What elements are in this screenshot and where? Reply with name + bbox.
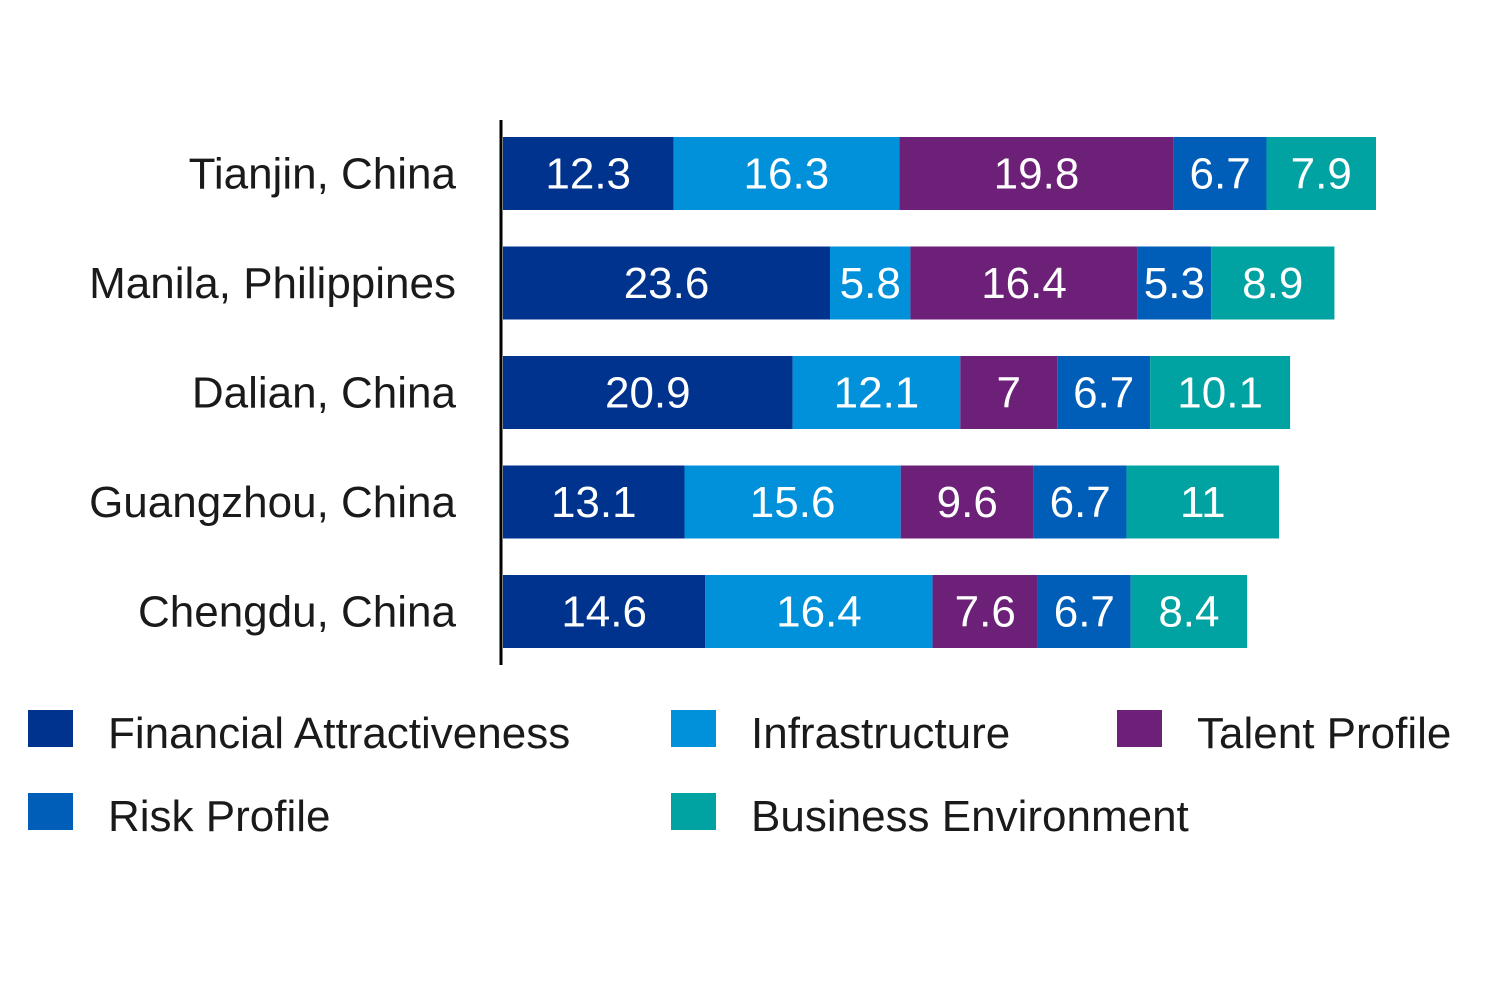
bar-segment <box>503 465 685 539</box>
bar-segment <box>1033 465 1127 539</box>
bar-segment <box>1137 246 1212 320</box>
data-label: 5.3 <box>1144 259 1205 308</box>
bar-segment <box>503 575 706 648</box>
category-label: Manila, Philippines <box>89 259 456 308</box>
legend-label: Talent Profile <box>1197 709 1451 758</box>
bar-segment <box>1266 137 1376 210</box>
data-label: 7.9 <box>1291 150 1352 199</box>
data-label: 12.3 <box>545 150 631 199</box>
legend-label: Business Environment <box>751 792 1189 841</box>
legend-label: Risk Profile <box>108 792 331 841</box>
bar-segment <box>830 246 911 320</box>
bar-segment <box>932 575 1038 648</box>
data-label: 15.6 <box>750 478 836 527</box>
data-label: 6.7 <box>1050 478 1111 527</box>
bar-segment <box>1150 356 1291 429</box>
legend-item: Financial Attractiveness <box>28 709 570 758</box>
bar-segment <box>1037 575 1131 648</box>
legend-item: Talent Profile <box>1117 709 1451 758</box>
bar-segment <box>1173 137 1267 210</box>
data-label: 9.6 <box>937 478 998 527</box>
data-label: 23.6 <box>624 259 710 308</box>
data-label: 14.6 <box>561 588 647 637</box>
bar-group: Dalian, China 20.9 12.1 7 6.7 10.1 <box>192 356 1291 429</box>
data-label: 6.7 <box>1054 588 1115 637</box>
bar-segment <box>899 137 1174 210</box>
legend-item: Infrastructure <box>671 709 1010 758</box>
data-label: 13.1 <box>551 478 637 527</box>
data-label: 5.8 <box>840 259 901 308</box>
bar-segment <box>910 246 1138 320</box>
data-label: 6.7 <box>1073 369 1134 418</box>
category-label: Chengdu, China <box>138 588 457 637</box>
data-label: 11 <box>1180 478 1226 527</box>
category-label: Tianjin, China <box>189 150 457 199</box>
legend-swatch <box>28 710 73 747</box>
category-label: Guangzhou, China <box>89 478 456 527</box>
bar-segment <box>900 465 1034 539</box>
bar-group: Manila, Philippines 23.6 5.8 16.4 5.3 8.9 <box>89 246 1335 320</box>
bar-segment <box>503 137 674 210</box>
data-label: 7 <box>997 369 1021 418</box>
legend-swatch <box>671 793 716 830</box>
bar-segment <box>1057 356 1151 429</box>
bar-segment <box>792 356 961 429</box>
data-label: 7.6 <box>955 588 1016 637</box>
category-label: Dalian, China <box>192 369 457 418</box>
data-label: 12.1 <box>834 369 920 418</box>
legend-swatch <box>28 793 73 830</box>
legend-item: Business Environment <box>671 792 1189 841</box>
data-label: 8.4 <box>1158 588 1219 637</box>
bar-segment <box>1211 246 1335 320</box>
legend-label: Infrastructure <box>751 709 1010 758</box>
bar-segment <box>503 246 831 320</box>
bar-segment <box>1126 465 1279 539</box>
legend-item: Risk Profile <box>28 792 331 841</box>
legend-swatch <box>1117 710 1162 747</box>
bar-group: Chengdu, China 14.6 16.4 7.6 6.7 8.4 <box>138 575 1248 648</box>
legend-label: Financial Attractiveness <box>108 709 570 758</box>
data-label: 19.8 <box>994 150 1080 199</box>
data-label: 6.7 <box>1190 150 1251 199</box>
data-label: 16.4 <box>981 259 1067 308</box>
bar-group: Tianjin, China 12.3 16.3 19.8 6.7 7.9 <box>189 137 1376 210</box>
data-label: 10.1 <box>1177 369 1263 418</box>
bar-segment <box>503 356 793 429</box>
bar-segment <box>960 356 1058 429</box>
data-label: 16.3 <box>744 150 830 199</box>
bar-segment <box>705 575 933 648</box>
legend-swatch <box>671 710 716 747</box>
bar-segment <box>1130 575 1248 648</box>
data-label: 8.9 <box>1242 259 1303 308</box>
bar-group: Guangzhou, China 13.1 15.6 9.6 6.7 11 <box>89 465 1279 539</box>
data-label: 20.9 <box>605 369 691 418</box>
bar-segment <box>684 465 901 539</box>
bar-segment <box>673 137 900 210</box>
data-label: 16.4 <box>776 588 862 637</box>
